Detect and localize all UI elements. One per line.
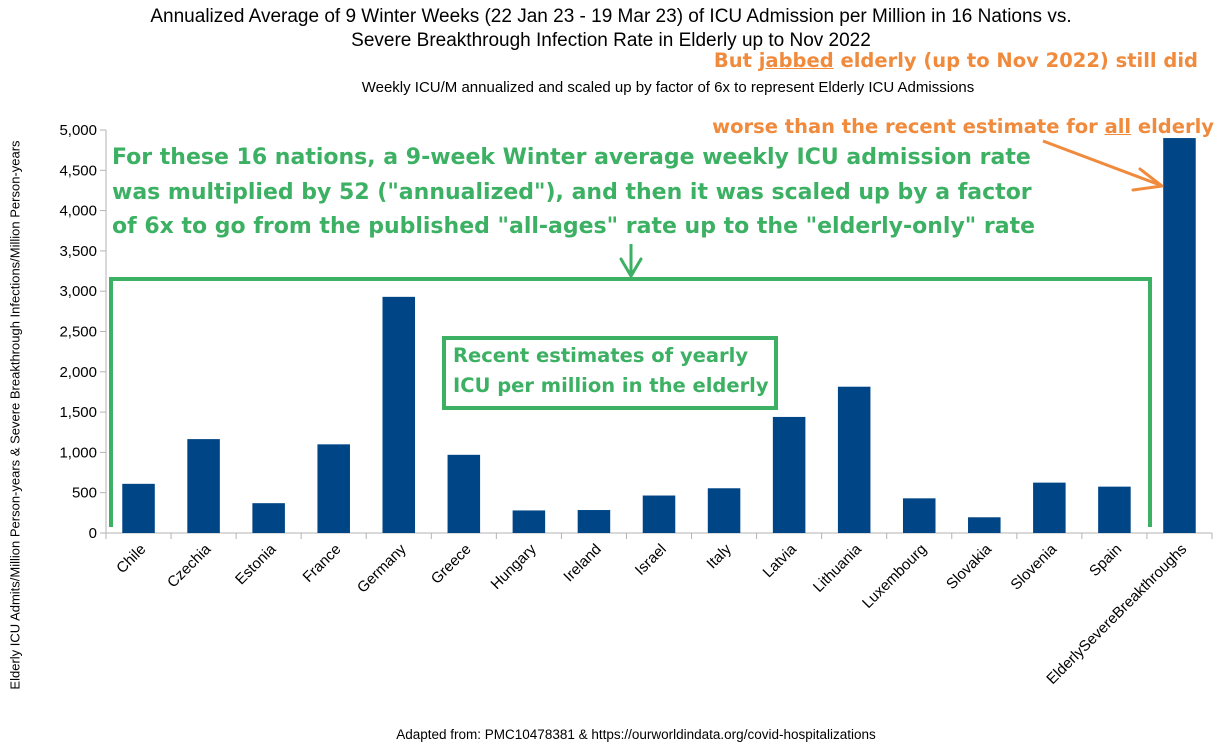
x-tick-label: Italy [703,540,735,572]
x-tick-labels: Chile Czechia Estonia France Germany Greece Hu… [113,540,1190,687]
x-tick-label: Chile [113,541,149,577]
x-tick-label: ElderlySevereBreakthroughs [1043,541,1190,688]
orange-annotation-underlined: all [1104,115,1132,138]
orange-arrow-head [1131,167,1164,192]
x-tick-label: Lithuania [810,540,866,596]
green-annotation-line: of 6x to go from the published "all-ages… [112,214,1036,239]
y-tick-label: 2,000 [59,364,97,381]
y-tick-label: 4,500 [59,162,97,179]
x-tick-label: Czechia [164,540,215,591]
y-tick-label: 0 [89,525,97,542]
y-tick-label: 1,000 [59,444,97,461]
x-tick-label: Hungary [488,540,540,592]
bar [642,495,676,533]
bar [902,498,936,533]
y-tick-label: 3,000 [59,283,97,300]
green-annotation: For these 16 nations, a 9-week Winter av… [112,141,1035,245]
x-tick-label: Ireland [560,541,604,585]
y-axis-label: Elderly ICU Admits/Million Person-years … [7,140,23,690]
orange-annotation-underlined: jabbed [758,49,834,72]
y-tick-label: 4,000 [59,203,97,220]
chart-bars [122,138,1196,533]
nations-bracket [109,277,1152,527]
orange-annotation-text: But [713,49,759,72]
x-tick-label: Estonia [232,540,280,588]
box-annotation-line: Recent estimates of yearly [453,344,749,367]
chart-subtitle: Weekly ICU/M annualized and scaled up by… [361,79,975,96]
bar [707,488,741,533]
y-tick-label: 500 [72,485,97,502]
x-tick-label: Spain [1086,541,1125,580]
bar [122,483,155,533]
x-tick-label: Slovenia [1007,540,1060,593]
x-tick-label: Germany [354,540,410,596]
green-annotation-line: For these 16 nations, a 9-week Winter av… [112,145,1031,170]
green-annotation-line: was multiplied by 52 ("annualized"), and… [112,179,1032,205]
y-tick-label: 1,500 [59,404,97,421]
y-tick-label: 3,500 [59,243,97,260]
source-note: Adapted from: PMC10478381 & https://ourw… [396,727,876,742]
box-annotation-line: ICU per million in the elderly [453,374,769,397]
x-tick-label: Greece [428,541,475,588]
bar [512,510,546,533]
orange-arrow-shaft [1042,139,1161,187]
bar [317,444,350,533]
bar [837,386,871,533]
chart-title-line-1: Annualized Average of 9 Winter Weeks (22… [150,6,1072,27]
bar [187,439,220,533]
orange-annotation-text: worse than the recent estimate for [712,115,1105,138]
bar [447,454,481,533]
bar [772,416,806,533]
y-tick-label: 2,500 [59,324,97,341]
green-arrow-head [619,257,643,279]
y-tick-label: 5,000 [59,122,97,139]
bar [1098,486,1131,533]
bar [968,517,1001,533]
annotation-shapes [109,139,1164,527]
orange-annotation-text: elderly (up to Nov 2022) still did [833,49,1198,72]
box-annotation: Recent estimates of yearly ICU per milli… [453,341,769,401]
bar [1033,482,1066,533]
x-tick-label: Slovakia [943,540,996,593]
x-tick-label: Latvia [760,540,801,581]
x-tick-label: Israel [632,541,670,579]
x-tick-label: France [300,541,345,586]
orange-annotation-2: worse than the recent estimate for all e… [712,115,1214,138]
bar [577,510,611,533]
x-tick-label: Luxembourg [859,541,930,612]
estimate-box [442,336,778,410]
bar [252,503,285,533]
bar [382,296,416,533]
chart-title-line-2: Severe Breakthrough Infection Rate in El… [351,30,871,51]
bar [1163,138,1196,533]
orange-annotation-1: But jabbed elderly (up to Nov 2022) stil… [714,49,1198,72]
y-tick-labels: 0 500 1,000 1,500 2,000 2,500 3,000 3,500 4,000 4… [59,122,97,542]
orange-annotation-text: elderly [1131,115,1214,138]
